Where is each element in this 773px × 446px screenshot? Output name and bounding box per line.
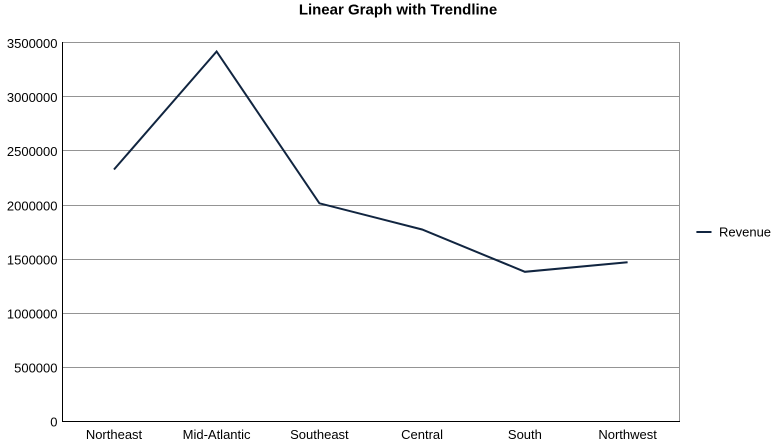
svg-text:South: South [508, 427, 542, 442]
svg-text:0: 0 [50, 415, 57, 430]
svg-text:500000: 500000 [14, 361, 57, 376]
svg-text:Mid-Atlantic: Mid-Atlantic [183, 427, 251, 442]
svg-text:Northeast: Northeast [86, 427, 143, 442]
svg-text:Northwest: Northwest [598, 427, 657, 442]
svg-text:3500000: 3500000 [7, 36, 58, 51]
svg-text:Southeast: Southeast [290, 427, 349, 442]
svg-text:Linear Graph with Trendline: Linear Graph with Trendline [299, 2, 497, 19]
svg-text:1000000: 1000000 [7, 307, 58, 322]
svg-text:Central: Central [401, 427, 443, 442]
svg-text:1500000: 1500000 [7, 253, 58, 268]
svg-text:2000000: 2000000 [7, 199, 58, 214]
svg-text:2500000: 2500000 [7, 144, 58, 159]
svg-text:Revenue: Revenue [719, 225, 771, 240]
svg-text:3000000: 3000000 [7, 90, 58, 105]
